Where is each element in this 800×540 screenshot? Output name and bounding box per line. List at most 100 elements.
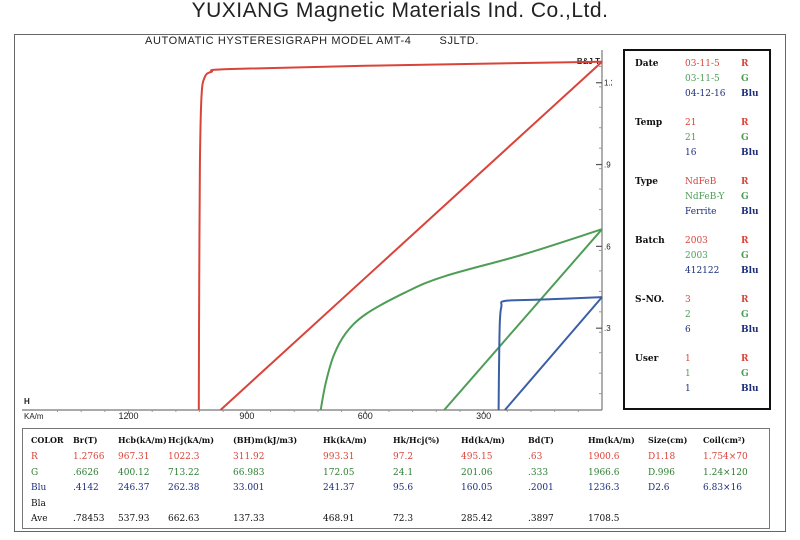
table-header-cell: Size(cm) <box>648 435 688 445</box>
table-cell: 1236.3 <box>588 483 620 493</box>
info-color-code: Blu <box>741 207 759 217</box>
model-name: AUTOMATIC HYSTERESIGRAPH MODEL AMT-4 <box>145 35 412 47</box>
info-value: 1 <box>685 384 691 394</box>
info-color-code: Blu <box>741 89 759 99</box>
y-tick-label: 1.2 <box>604 79 612 88</box>
info-color-code: Blu <box>741 325 759 335</box>
info-value: 03-11-5 <box>685 59 720 69</box>
info-group-label: User <box>635 354 659 364</box>
table-cell: 160.05 <box>461 483 493 493</box>
table-header-cell: Hd(kA/m) <box>461 435 505 445</box>
x-tick-label: 900 <box>239 411 254 420</box>
table-cell: Bla <box>31 498 46 509</box>
table-cell: D.996 <box>648 467 675 478</box>
info-color-code: R <box>741 354 749 364</box>
info-value: 412122 <box>685 266 720 276</box>
info-value: 2003 <box>685 251 708 261</box>
info-color-code: Blu <box>741 384 759 394</box>
info-color-code: R <box>741 236 749 246</box>
table-cell: 33.001 <box>233 483 265 493</box>
info-group-user: User 1 R 1 G 1 Blu <box>625 352 769 400</box>
table-cell: 72.3 <box>393 514 414 524</box>
table-cell: 1.24×120 <box>703 467 748 478</box>
info-value: 2 <box>685 310 691 320</box>
table-cell: G <box>31 467 39 478</box>
table-cell: 1708.5 <box>588 514 620 524</box>
table-cell: 662.63 <box>168 514 200 524</box>
info-value: 21 <box>685 133 697 143</box>
info-color-code: G <box>741 310 749 320</box>
table-cell: .78453 <box>73 514 105 524</box>
info-value: 1 <box>685 369 691 379</box>
report-frame <box>14 34 786 532</box>
info-value: 16 <box>685 148 697 158</box>
info-value: 04-12-16 <box>685 89 726 99</box>
info-group-label: S-NO. <box>635 295 665 305</box>
info-group-label: Batch <box>635 236 665 246</box>
table-cell: 993.31 <box>323 452 355 462</box>
table-header-cell: Br(T) <box>73 435 98 445</box>
info-value: 3 <box>685 295 691 305</box>
info-group-label: Temp <box>635 118 663 128</box>
info-color-code: R <box>741 59 749 69</box>
table-cell: 1.754×70 <box>703 452 748 462</box>
info-color-code: Blu <box>741 148 759 158</box>
info-color-code: G <box>741 192 749 202</box>
table-cell: R <box>31 452 38 462</box>
y-tick-label: .9 <box>604 161 611 170</box>
y-tick-label: .3 <box>604 324 611 333</box>
info-color-code: R <box>741 177 749 187</box>
series-g-j-curve <box>319 228 603 411</box>
table-header-cell: Hcb(kA/m) <box>118 435 167 445</box>
table-cell: 137.33 <box>233 514 265 524</box>
info-color-code: R <box>741 295 749 305</box>
info-value: 2003 <box>685 236 708 246</box>
table-cell: 713.22 <box>168 467 200 478</box>
x-tick-label: 600 <box>358 411 373 420</box>
info-group-temp: Temp 21 R 21 G 16 Blu <box>625 116 769 164</box>
table-cell: 537.93 <box>118 514 150 524</box>
table-cell: .3897 <box>528 514 554 524</box>
table-cell: .4142 <box>73 483 99 493</box>
table-cell: D1.18 <box>648 452 676 462</box>
table-cell: 6.83×16 <box>703 483 743 493</box>
table-header-cell: Hcj(kA/m) <box>168 435 215 445</box>
table-cell: 1.2766 <box>73 452 105 462</box>
info-color-code: G <box>741 251 749 261</box>
info-color-code: G <box>741 74 749 84</box>
info-value: NdFeB-Y <box>685 192 725 202</box>
table-cell: Ave <box>31 514 48 524</box>
y-tick-label: .6 <box>604 242 611 251</box>
info-group-label: Date <box>635 59 659 69</box>
table-header-cell: Hm(kA/m) <box>588 435 635 445</box>
table-cell: 495.15 <box>461 452 493 462</box>
table-cell: .333 <box>528 467 549 478</box>
series-blu-b-curve <box>504 296 603 411</box>
table-cell: 468.91 <box>323 514 355 524</box>
table-cell: 201.06 <box>461 467 493 478</box>
table-cell: 95.6 <box>393 483 414 493</box>
info-color-code: R <box>741 118 749 128</box>
info-group-date: Date 03-11-5 R 03-11-5 G 04-12-16 Blu <box>625 57 769 105</box>
table-header-cell: (BH)m(kJ/m3) <box>233 435 298 445</box>
info-value: 6 <box>685 325 691 335</box>
report-subtitle: AUTOMATIC HYSTERESIGRAPH MODEL AMT-4 SJLT… <box>22 35 602 49</box>
info-value: 1 <box>685 354 691 364</box>
x-tick-label: 300 <box>476 411 491 420</box>
table-cell: 262.38 <box>168 483 200 493</box>
info-color-code: G <box>741 133 749 143</box>
x-axis-label: KA/m <box>24 412 44 420</box>
table-cell: .6626 <box>73 467 99 478</box>
table-cell: 311.92 <box>233 452 265 462</box>
table-cell: 97.2 <box>393 452 414 462</box>
info-color-code: Blu <box>741 266 759 276</box>
table-cell: .2001 <box>528 483 554 493</box>
info-value: 21 <box>685 118 697 128</box>
info-group-label: Type <box>635 177 658 187</box>
table-header-cell: COLOR <box>31 435 64 445</box>
table-cell: Blu <box>31 483 47 493</box>
table-cell: 1022.3 <box>168 452 200 462</box>
table-cell: 241.37 <box>323 483 355 493</box>
company-code: SJLTD. <box>439 35 479 47</box>
